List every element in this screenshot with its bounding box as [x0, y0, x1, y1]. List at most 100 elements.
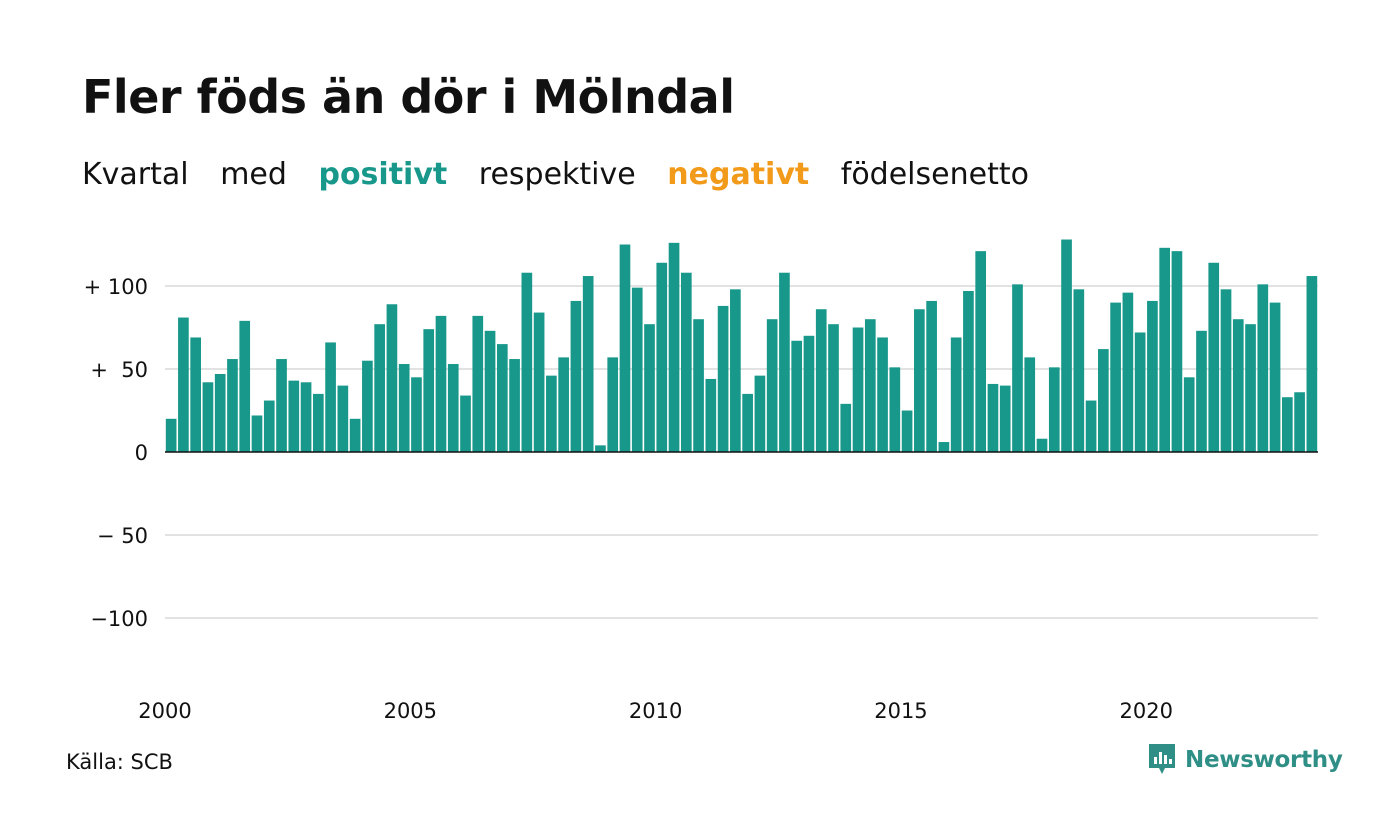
bar	[668, 242, 680, 452]
bar	[901, 410, 913, 452]
bar	[1085, 400, 1097, 452]
page-title: Fler föds än dör i Mölndal	[82, 70, 735, 124]
bar	[1306, 276, 1318, 452]
bar	[1282, 397, 1293, 452]
bar	[705, 378, 717, 452]
x-tick-label: 2015	[874, 699, 927, 723]
bar	[178, 317, 189, 452]
subtitle-word: respektive	[478, 157, 636, 192]
bar	[607, 357, 619, 452]
bar	[202, 382, 214, 452]
brand: Newsworthy	[1147, 742, 1343, 778]
bar-chart: + 100 + 50 0 − 50 −100 2000 2005 2010 2015 2020	[84, 239, 1318, 723]
bar	[779, 272, 790, 452]
bar	[619, 244, 631, 452]
brand-name: Newsworthy	[1185, 747, 1343, 773]
bar	[582, 276, 594, 452]
bar	[435, 315, 447, 452]
bar	[398, 364, 410, 452]
bar	[1147, 300, 1158, 452]
bar	[791, 340, 803, 452]
bar-chart-speech-bubble-icon	[1149, 744, 1175, 774]
bar	[852, 327, 864, 452]
subtitle-word: med	[220, 157, 287, 192]
bar	[1269, 302, 1281, 452]
bar	[717, 305, 729, 452]
bar	[828, 324, 839, 452]
bar	[288, 380, 300, 452]
bar	[1245, 324, 1256, 452]
bar	[1208, 262, 1220, 452]
bar	[766, 319, 778, 452]
bar	[1232, 319, 1244, 452]
bar	[730, 289, 741, 452]
bar	[1159, 247, 1171, 452]
bar	[1061, 239, 1072, 452]
bar	[656, 262, 668, 452]
bar	[251, 415, 263, 452]
bar	[325, 342, 336, 452]
source-label: Källa: SCB	[66, 750, 173, 774]
bar	[1048, 367, 1060, 452]
bar	[1134, 332, 1146, 452]
bar	[1122, 292, 1134, 452]
bar	[644, 324, 655, 452]
bar	[239, 320, 251, 452]
bar	[1257, 284, 1269, 452]
bar	[914, 309, 925, 452]
bar	[815, 309, 827, 452]
subtitle-negative: negativt	[667, 157, 810, 192]
x-tick-label: 2000	[138, 699, 191, 723]
bar	[276, 359, 287, 452]
bar	[1098, 349, 1109, 452]
bar	[877, 337, 888, 452]
bar	[263, 400, 275, 452]
bar	[1171, 251, 1183, 452]
bar	[460, 395, 471, 452]
bar	[227, 359, 238, 452]
x-tick-label: 2010	[629, 699, 682, 723]
y-tick-label: − 50	[97, 524, 148, 548]
bar	[975, 251, 987, 452]
bar	[963, 290, 974, 452]
bar	[864, 319, 876, 452]
bar	[447, 364, 459, 452]
bar	[411, 377, 422, 452]
x-tick-label: 2020	[1120, 699, 1173, 723]
bar	[680, 272, 692, 452]
bar	[1183, 377, 1195, 452]
bar	[509, 359, 520, 452]
bar	[950, 337, 962, 452]
bar	[546, 375, 557, 452]
bar	[693, 319, 704, 452]
bar	[840, 403, 852, 452]
bar	[1110, 302, 1121, 452]
bar	[423, 329, 435, 452]
bar	[1036, 438, 1048, 452]
bar	[190, 337, 201, 452]
bar	[987, 383, 999, 452]
y-tick-label: −100	[90, 607, 148, 631]
bar	[1196, 330, 1207, 452]
bar	[214, 373, 226, 452]
bar	[312, 393, 324, 452]
bar	[300, 382, 312, 452]
bar	[926, 300, 937, 452]
x-tick-label: 2005	[384, 699, 437, 723]
bar	[742, 393, 753, 452]
bar	[570, 300, 582, 452]
subtitle-word: födelsenetto	[840, 157, 1029, 192]
bar	[1294, 392, 1305, 452]
bar	[1012, 284, 1023, 452]
bar	[374, 324, 385, 452]
y-tick-label: + 100	[84, 275, 148, 299]
bar	[496, 344, 508, 452]
bar	[349, 418, 361, 452]
subtitle-positive: positivt	[318, 157, 448, 192]
bar	[754, 375, 766, 452]
bar	[1024, 357, 1036, 452]
bar	[1220, 289, 1232, 452]
bar	[484, 330, 496, 452]
subtitle: Kvartal med positivt respektive negativt…	[82, 157, 1051, 192]
bar	[889, 367, 901, 452]
